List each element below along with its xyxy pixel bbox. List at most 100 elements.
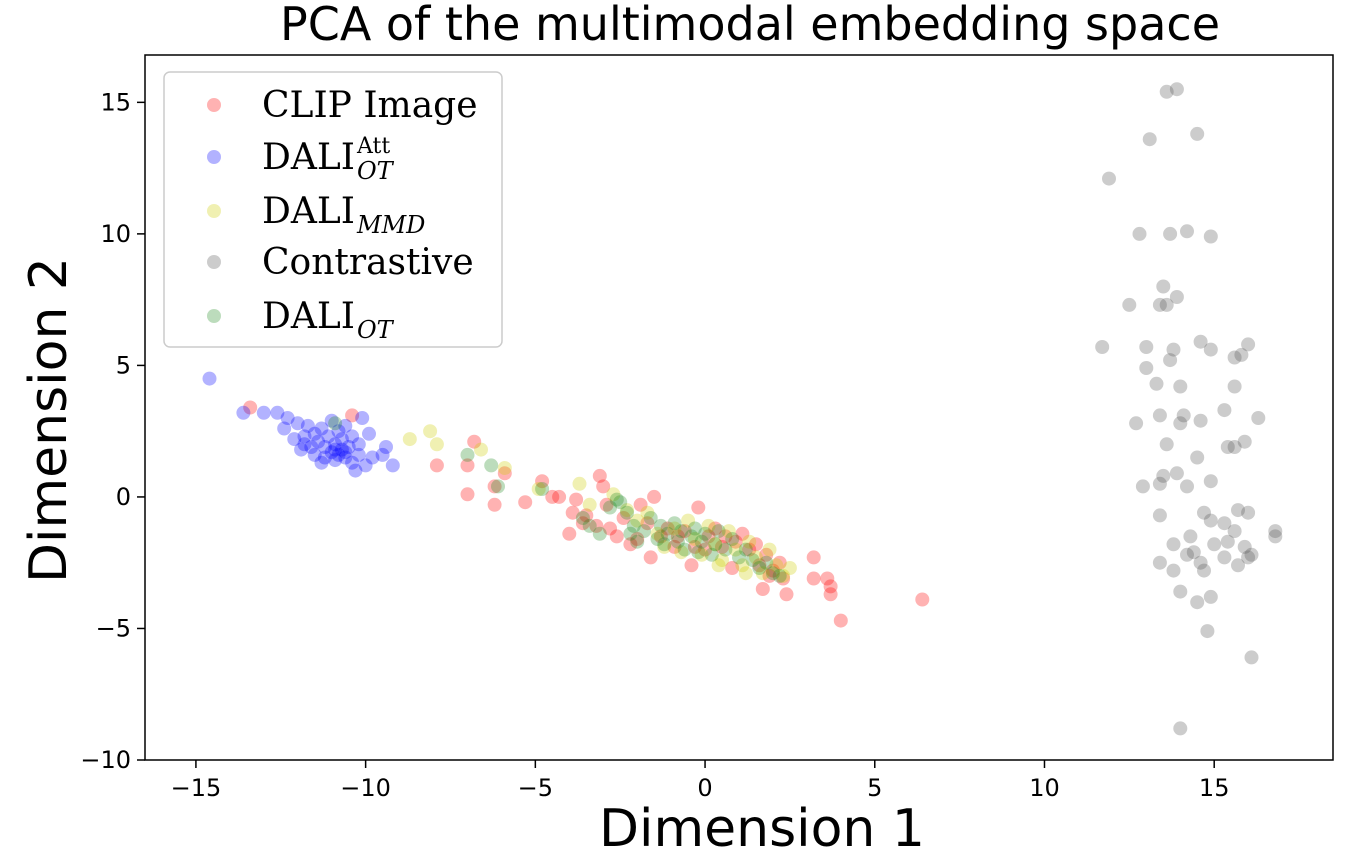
data-point [1203,513,1218,528]
data-point [552,489,567,504]
data-point [1197,505,1211,520]
data-point [328,453,343,468]
data-point [365,450,380,465]
data-point [782,561,797,575]
legend-label-subscript: MMD [356,211,425,239]
data-point [460,447,475,462]
data-point [1132,226,1147,241]
data-point [460,487,475,502]
data-point [643,511,658,525]
data-point [609,529,624,544]
legend-marker [207,204,221,218]
data-point [256,405,271,420]
data-point [1241,337,1256,352]
data-point [270,405,285,420]
data-point [1241,550,1256,565]
data-point [616,511,631,525]
y-axis-ticks: −10 −5 0 5 10 15 [80,88,145,774]
data-point [1166,563,1181,578]
data-point [531,482,546,496]
data-point [718,529,733,544]
data-point [806,550,821,565]
data-point [698,542,713,557]
data-point [650,526,665,541]
data-point [735,526,750,541]
data-point [1220,440,1235,454]
data-point [358,458,373,473]
x-tick-label: −10 [340,774,391,802]
legend-marker [207,309,221,323]
data-point [749,537,763,552]
data-point [620,503,634,518]
data-point [1095,340,1110,354]
data-point [582,518,597,533]
data-point [677,542,692,557]
x-tick-label: 0 [697,774,712,802]
legend-marker [207,98,221,112]
data-point [691,545,706,560]
data-point [575,516,590,531]
data-point [429,437,444,452]
data-point [328,416,343,431]
data-point [592,526,607,541]
data-point [759,555,774,570]
data-point [1169,290,1184,304]
data-point [460,458,475,473]
data-point [694,547,709,562]
data-point [762,542,777,557]
data-point [1220,534,1235,549]
data-point [687,532,702,546]
data-point [345,429,360,444]
data-point [290,416,305,431]
data-point [467,434,482,449]
legend-box [163,71,503,348]
data-point [351,437,366,452]
data-point [620,505,634,520]
data-point [1139,361,1154,375]
data-point [243,400,258,415]
data-point [1197,563,1211,578]
data-point [294,442,309,457]
data-point [562,526,577,541]
data-point [348,463,363,478]
data-point [626,518,641,533]
data-point [321,429,336,444]
data-point [623,526,638,541]
x-tick-label: −5 [518,774,553,802]
data-point [711,524,726,539]
data-point [1217,403,1232,418]
data-point [1268,524,1283,539]
legend-marker [207,150,221,164]
data-point [1129,416,1144,431]
data-point [1193,413,1208,428]
data-point [623,537,638,552]
data-point [304,440,319,454]
data-point [351,447,366,462]
series-clip-image [243,400,930,628]
data-point [1227,524,1242,539]
data-point [307,426,322,441]
data-point [630,513,645,528]
data-point [1203,589,1218,604]
data-point [314,421,329,436]
data-point [1234,347,1249,362]
data-point [1152,555,1167,570]
data-point [735,558,750,573]
data-point [1159,84,1174,99]
data-point [718,542,733,557]
data-point [752,558,767,573]
data-point [1122,297,1137,312]
data-point [579,508,594,523]
data-point [379,440,393,454]
data-point [202,371,217,386]
data-point [667,516,682,531]
data-point [637,524,651,539]
data-point [755,566,770,581]
data-point [694,534,709,549]
data-point [759,547,774,562]
data-point [334,432,349,447]
data-point [1180,479,1194,494]
data-point [1207,537,1222,552]
